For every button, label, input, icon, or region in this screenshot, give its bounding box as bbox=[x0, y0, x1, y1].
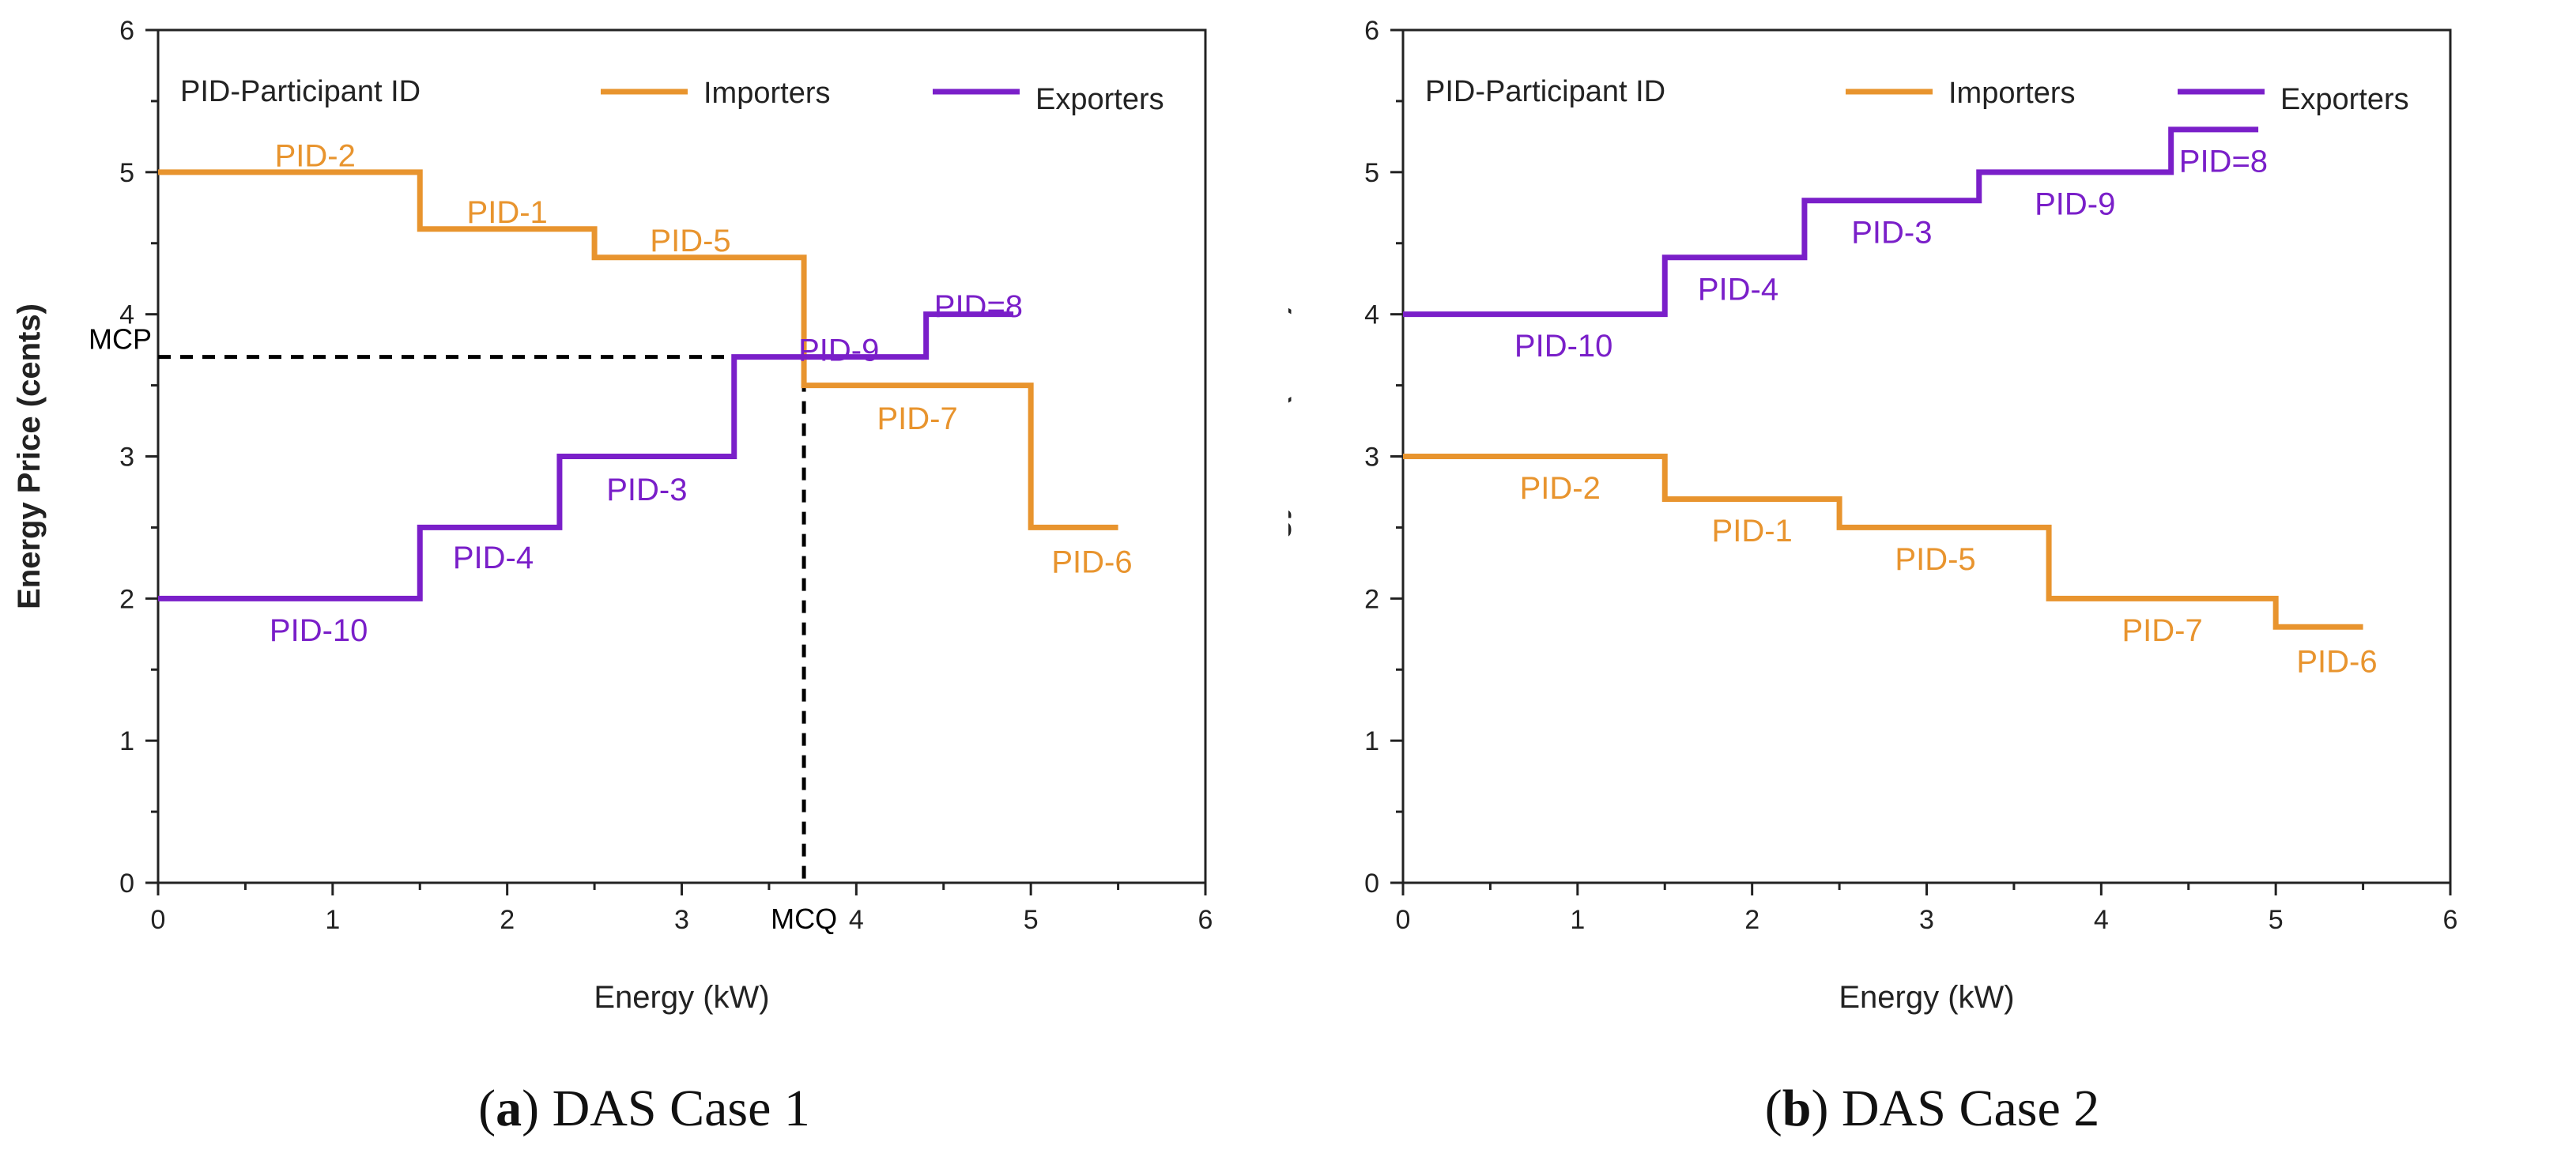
chart-a-x-tick-label: 0 bbox=[151, 905, 166, 935]
chart-a-x-tick-label: 5 bbox=[1024, 905, 1039, 935]
chart-a-legend-title: PID-Participant ID bbox=[180, 75, 421, 108]
chart-a-series-exporters-label: PID-3 bbox=[606, 473, 687, 507]
chart-a-series-importers-label: PID-5 bbox=[650, 224, 730, 258]
chart-a-x-axis-label: Energy (kW) bbox=[594, 980, 769, 1015]
chart-a-series-importers-label: PID-7 bbox=[877, 401, 958, 436]
chart-b-series-importers-label: PID-5 bbox=[1895, 542, 1975, 577]
chart-b-x-tick-label: 5 bbox=[2269, 905, 2284, 935]
chart-b-x-axis-label: Energy (kW) bbox=[1839, 980, 2014, 1015]
chart-a-series-importers-label: PID-1 bbox=[467, 195, 548, 230]
caption-b-letter: b bbox=[1782, 1080, 1812, 1137]
chart-b-y-tick-label: 1 bbox=[1364, 726, 1379, 756]
chart-b-y-tick-label: 4 bbox=[1364, 300, 1379, 330]
chart-b-x-tick-label: 4 bbox=[2094, 905, 2109, 935]
chart-panel-a: 0 1 2 3 4 5 6 0 1 2 3 4 5 6 Energy (kW) Energy Price (c… bbox=[0, 0, 1288, 1051]
chart-a-mcq-label: MCQ bbox=[771, 903, 837, 935]
chart-panel-b: 0 1 2 3 4 5 6 0 1 2 3 4 5 6 Energy (kW) Energy Price (c… bbox=[1288, 0, 2576, 1051]
chart-a-series-importers-label: PID-6 bbox=[1051, 545, 1132, 580]
chart-a-y-tick-label: 0 bbox=[119, 869, 134, 899]
chart-a-series-exporters-line bbox=[158, 311, 1014, 601]
chart-b-y-axis-label: Energy Price (cents) bbox=[1288, 303, 1292, 609]
chart-a-series-exporters-label: PID-9 bbox=[798, 334, 879, 368]
chart-a-x-tick-label: 2 bbox=[500, 905, 515, 935]
chart-b-y-tick-label: 2 bbox=[1364, 584, 1379, 614]
chart-a-y-tick-label: 5 bbox=[119, 158, 134, 188]
chart-a-series-exporters-label: PID-10 bbox=[270, 613, 368, 648]
chart-b-legend-label-exporters: Exporters bbox=[2280, 83, 2409, 116]
chart-b-series-exporters-label: PID-3 bbox=[1851, 215, 1932, 250]
chart-a-legend-label-importers: Importers bbox=[703, 77, 830, 110]
chart-b-svg: 0 1 2 3 4 5 6 0 1 2 3 4 5 6 Energy (kW) Energy Price (c… bbox=[1288, 16, 2458, 1015]
chart-a-x-tick-label: 3 bbox=[674, 905, 689, 935]
chart-a-x-tick-label: 6 bbox=[1198, 905, 1213, 935]
caption-b-text: DAS Case 2 bbox=[1841, 1080, 2100, 1137]
chart-b-series-exporters-line bbox=[1403, 126, 2259, 318]
caption-a-letter: a bbox=[496, 1080, 522, 1137]
chart-b-series-importers-label: PID-2 bbox=[1520, 471, 1601, 506]
chart-b-series-exporters-label: PID-10 bbox=[1514, 329, 1613, 364]
chart-b-series-exporters-label: PID=8 bbox=[2179, 144, 2268, 179]
chart-b-x-tick-label: 6 bbox=[2443, 905, 2458, 935]
chart-b-x-tick-label: 2 bbox=[1744, 905, 1759, 935]
chart-b-y-tick-label: 5 bbox=[1364, 158, 1379, 188]
chart-a-y-tick-label: 3 bbox=[119, 443, 134, 473]
chart-b-series-importers-line bbox=[1403, 454, 2363, 630]
chart-a-y-axis-label: Energy Price (cents) bbox=[12, 303, 47, 609]
chart-b-legend-title: PID-Participant ID bbox=[1425, 75, 1665, 108]
chart-a-series-importers-line bbox=[158, 169, 1118, 530]
caption-a-text: DAS Case 1 bbox=[552, 1080, 810, 1137]
chart-b-series-importers-label: PID-7 bbox=[2122, 613, 2203, 648]
chart-a-x-tick-label: 4 bbox=[849, 905, 864, 935]
chart-b-legend-label-importers: Importers bbox=[1948, 77, 2075, 110]
chart-a-mcp-label: MCP bbox=[89, 323, 152, 356]
chart-a-x-tick-label: 1 bbox=[325, 905, 340, 935]
caption-b: (b) DAS Case 2 bbox=[1764, 1080, 2100, 1137]
chart-a-y-tick-label: 6 bbox=[119, 16, 134, 46]
chart-b-y-tick-label: 6 bbox=[1364, 16, 1379, 46]
chart-b-series-importers-label: PID-1 bbox=[1712, 514, 1793, 548]
caption-a: (a) DAS Case 1 bbox=[478, 1080, 810, 1137]
chart-a-series-exporters-label: PID=8 bbox=[934, 289, 1023, 324]
chart-b-y-tick-label: 3 bbox=[1364, 443, 1379, 473]
chart-a-series-importers-label: PID-2 bbox=[275, 138, 356, 173]
chart-b-y-tick-label: 0 bbox=[1364, 869, 1379, 899]
chart-a-y-tick-label: 1 bbox=[119, 726, 134, 756]
chart-b-x-tick-label: 1 bbox=[1570, 905, 1585, 935]
chart-b-series-exporters-label: PID-4 bbox=[1698, 272, 1778, 307]
chart-a-y-tick-label: 2 bbox=[119, 584, 134, 614]
chart-a-series-exporters-label: PID-4 bbox=[453, 541, 534, 575]
chart-a-legend-label-exporters: Exporters bbox=[1035, 83, 1164, 116]
chart-b-x-tick-label: 0 bbox=[1396, 905, 1411, 935]
chart-b-series-importers-label: PID-6 bbox=[2296, 644, 2377, 679]
chart-b-x-tick-label: 3 bbox=[1919, 905, 1934, 935]
chart-a-svg: 0 1 2 3 4 5 6 0 1 2 3 4 5 6 Energy (kW) Energy Price (c… bbox=[12, 16, 1213, 1015]
chart-a-y-tick-label: 4 bbox=[119, 300, 134, 330]
chart-b-series-exporters-label: PID-9 bbox=[2035, 187, 2115, 221]
